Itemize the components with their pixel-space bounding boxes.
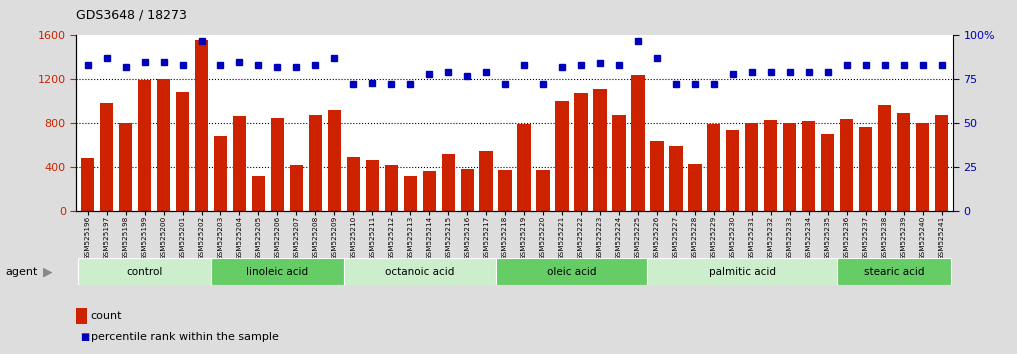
Text: agent: agent <box>5 267 38 277</box>
Bar <box>252 176 265 211</box>
Bar <box>309 115 322 211</box>
Bar <box>495 258 648 285</box>
Bar <box>404 176 417 211</box>
Text: palmitic acid: palmitic acid <box>709 267 776 277</box>
Text: control: control <box>126 267 163 277</box>
Bar <box>347 157 360 211</box>
Bar <box>764 120 777 211</box>
Bar <box>726 130 739 211</box>
Text: oleic acid: oleic acid <box>547 267 596 277</box>
Bar <box>518 124 531 211</box>
Bar <box>916 123 930 211</box>
Bar <box>669 146 682 211</box>
Bar <box>78 258 211 285</box>
Bar <box>81 158 95 211</box>
Bar <box>100 103 113 211</box>
Bar <box>536 170 550 211</box>
Text: ■: ■ <box>80 332 89 342</box>
Bar <box>783 123 796 211</box>
Bar <box>384 165 398 211</box>
Bar <box>575 93 588 211</box>
Bar <box>632 75 645 211</box>
Bar <box>441 154 455 211</box>
Text: count: count <box>91 311 122 321</box>
Bar <box>707 124 720 211</box>
Bar <box>498 170 512 211</box>
Bar <box>423 171 436 211</box>
Bar <box>593 89 606 211</box>
Text: GDS3648 / 18273: GDS3648 / 18273 <box>76 9 187 22</box>
Bar <box>935 115 948 211</box>
Bar <box>648 258 837 285</box>
Bar <box>327 110 341 211</box>
Text: stearic acid: stearic acid <box>863 267 924 277</box>
Bar <box>176 92 189 211</box>
Text: percentile rank within the sample: percentile rank within the sample <box>91 332 279 342</box>
Bar <box>461 169 474 211</box>
Bar <box>366 160 379 211</box>
Bar <box>157 79 170 211</box>
Bar <box>555 101 569 211</box>
Bar <box>840 119 853 211</box>
Bar <box>878 105 891 211</box>
Bar <box>802 121 816 211</box>
Bar <box>290 165 303 211</box>
Text: ▶: ▶ <box>43 266 52 278</box>
Bar <box>344 258 495 285</box>
Bar <box>859 127 873 211</box>
Bar <box>479 152 493 211</box>
Text: octanoic acid: octanoic acid <box>385 267 455 277</box>
Bar <box>211 258 344 285</box>
Bar <box>650 141 663 211</box>
Bar <box>214 136 227 211</box>
Text: linoleic acid: linoleic acid <box>246 267 308 277</box>
Bar <box>745 123 759 211</box>
Bar <box>897 113 910 211</box>
Bar <box>119 123 132 211</box>
Bar <box>821 134 834 211</box>
Bar <box>195 40 208 211</box>
Bar <box>271 118 284 211</box>
Bar <box>837 258 951 285</box>
Bar <box>612 115 625 211</box>
Bar <box>689 164 702 211</box>
Bar <box>138 80 152 211</box>
Bar <box>233 116 246 211</box>
